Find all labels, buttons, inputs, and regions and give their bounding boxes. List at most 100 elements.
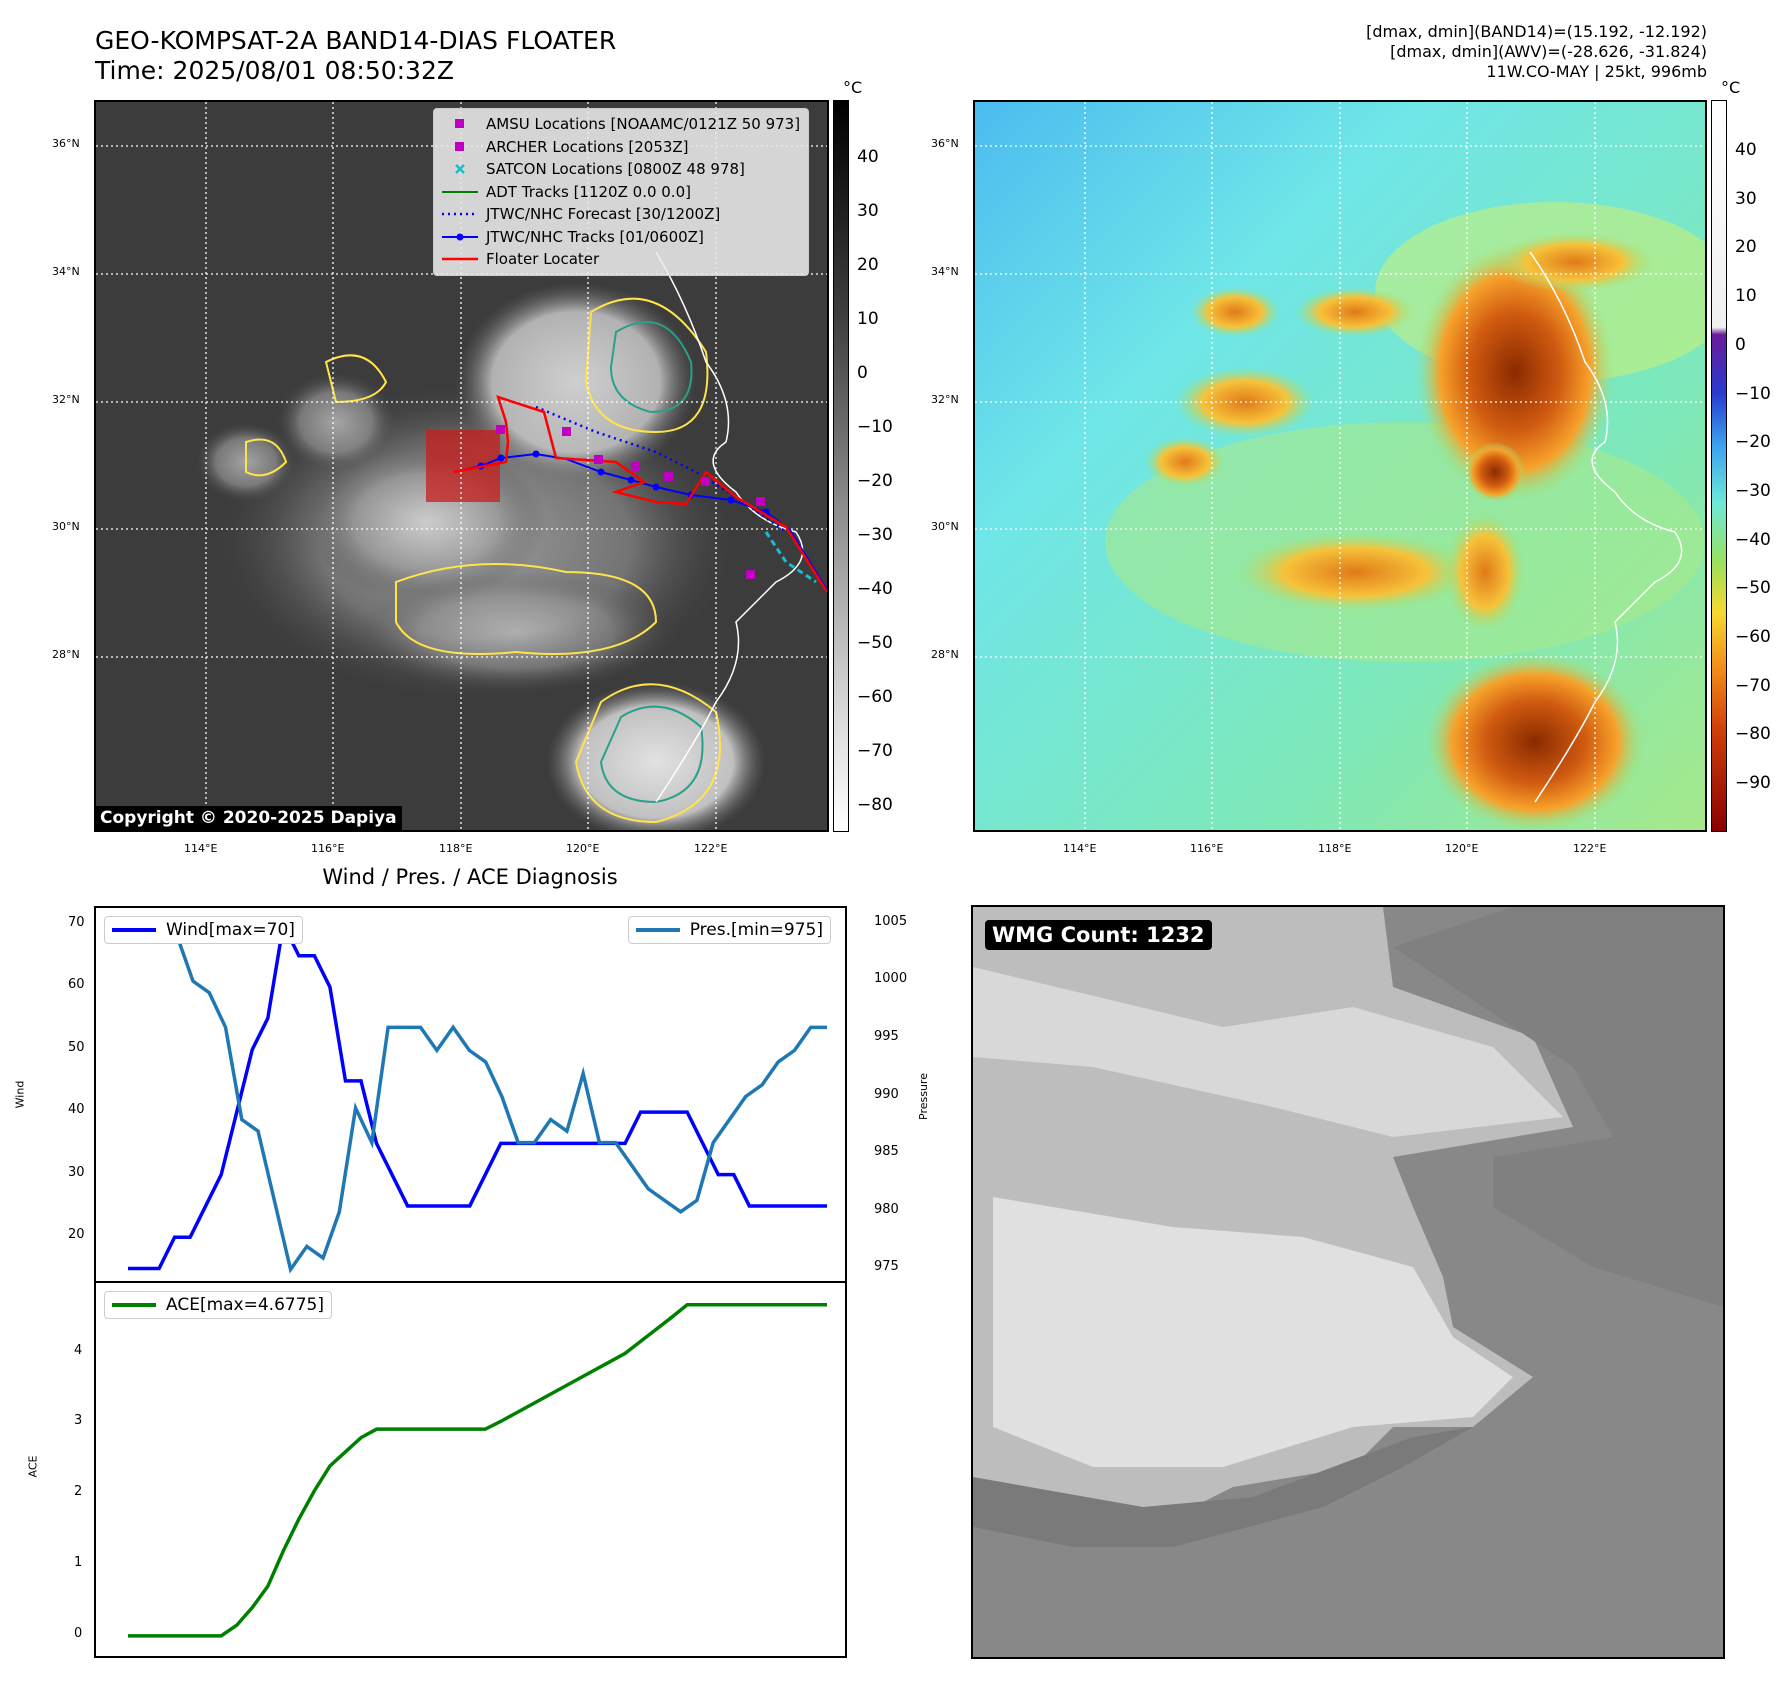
lat-tick-label: 36°N xyxy=(931,137,959,150)
wind-tick-label: 60 xyxy=(68,977,85,993)
lat-tick-label: 30°N xyxy=(52,520,80,533)
lon-tick-label: 118°E xyxy=(1318,842,1352,855)
ace-legend: ACE[max=4.6775] xyxy=(104,1291,332,1319)
ir-colorbar-tick: −50 xyxy=(857,633,893,653)
wind-tick-label: 20 xyxy=(68,1227,85,1243)
ace-tick-label: 2 xyxy=(74,1484,83,1500)
pressure-tick-label: 975 xyxy=(874,1259,899,1275)
ir-colorbar-unit: °C xyxy=(843,78,863,97)
diagnosis-title: Wind / Pres. / ACE Diagnosis xyxy=(322,865,618,889)
line-marker-icon xyxy=(440,182,480,202)
lat-tick-label: 28°N xyxy=(931,648,959,661)
awv-colorbar-tick: −30 xyxy=(1735,480,1771,501)
ir-colorbar-tick: 10 xyxy=(857,309,879,329)
wind-legend-line-icon xyxy=(112,928,156,932)
ir-colorbar xyxy=(833,100,849,832)
pressure-legend-line-icon xyxy=(635,928,680,932)
lon-tick-label: 120°E xyxy=(566,842,600,855)
lat-tick-label: 36°N xyxy=(52,137,80,150)
lon-tick-label: 114°E xyxy=(1063,842,1097,855)
awv-colorbar-tick: −60 xyxy=(1735,627,1771,647)
awv-colorbar-tick: −10 xyxy=(1735,383,1771,404)
line-dot-icon xyxy=(440,227,480,247)
ir-colorbar-tick: 40 xyxy=(857,147,879,167)
wmg-count-label: WMG Count: 1232 xyxy=(985,920,1212,950)
lon-tick-label: 118°E xyxy=(439,842,473,855)
ace-plot: ACE[max=4.6775] xyxy=(94,1281,847,1658)
wind-series-line xyxy=(128,918,827,1271)
ir-colorbar-tick: −60 xyxy=(857,687,893,707)
chart-time: Time: 2025/08/01 08:50:32Z xyxy=(95,56,454,85)
awv-colorbar-tick: 30 xyxy=(1735,188,1757,209)
legend-amsu: AMSU Locations [NOAAMC/0121Z 50 973] xyxy=(440,113,800,136)
ir-colorbar-tick: 30 xyxy=(857,201,879,221)
ace-tick-label: 1 xyxy=(74,1555,83,1571)
lat-tick-label: 28°N xyxy=(52,648,80,661)
awv-colorbar xyxy=(1711,100,1727,832)
awv-colorbar-tick: −20 xyxy=(1735,432,1771,453)
line-marker-icon xyxy=(440,249,480,269)
ir-colorbar-tick: −10 xyxy=(857,417,893,437)
pressure-tick-label: 985 xyxy=(874,1144,899,1160)
lon-tick-label: 114°E xyxy=(184,842,218,855)
legend-floater: Floater Locater xyxy=(440,248,800,271)
wind-axis-label: Wind xyxy=(13,1080,27,1109)
square-marker-icon xyxy=(440,137,480,157)
wind-pressure-plot: Wind[max=70] Pres.[min=975] xyxy=(94,906,847,1283)
awv-colorbar-unit: °C xyxy=(1721,78,1741,97)
chart-title: GEO-KOMPSAT-2A BAND14-DIAS FLOATER xyxy=(95,26,617,55)
lat-tick-label: 32°N xyxy=(931,393,959,406)
legend-archer: ARCHER Locations [2053Z] xyxy=(440,136,800,159)
lon-tick-label: 116°E xyxy=(1190,842,1224,855)
x-marker-icon xyxy=(440,159,480,179)
awv-colorbar-tick: −80 xyxy=(1735,724,1771,745)
ace-legend-line-icon xyxy=(112,1303,156,1307)
awv-colorbar-tick: −40 xyxy=(1735,529,1771,550)
awv-colorbar-tick: 40 xyxy=(1735,140,1757,160)
info-storm: 11W.CO-MAY | 25kt, 996mb xyxy=(1486,62,1707,81)
lat-tick-label: 32°N xyxy=(52,393,80,406)
legend-satcon: SATCON Locations [0800Z 48 978] xyxy=(440,158,800,181)
wind-tick-label: 30 xyxy=(68,1164,85,1180)
pressure-tick-label: 990 xyxy=(874,1086,899,1102)
pressure-tick-label: 1000 xyxy=(874,971,908,987)
ace-svg xyxy=(128,1302,827,1638)
wind-tick-label: 70 xyxy=(68,914,85,930)
ir-legend: AMSU Locations [NOAAMC/0121Z 50 973] ARC… xyxy=(433,108,810,276)
ace-tick-label: 3 xyxy=(74,1413,83,1429)
lat-tick-label: 30°N xyxy=(931,520,959,533)
ir-satellite-panel: AMSU Locations [NOAAMC/0121Z 50 973] ARC… xyxy=(94,100,829,832)
info-awv: [dmax, dmin](AWV)=(-28.626, -31.824) xyxy=(1390,42,1707,61)
ir-colorbar-tick: −80 xyxy=(857,795,893,815)
pressure-tick-label: 1005 xyxy=(874,913,908,929)
wind-tick-label: 50 xyxy=(68,1039,85,1055)
ace-axis-label: ACE xyxy=(26,1455,40,1478)
lon-tick-label: 120°E xyxy=(1445,842,1479,855)
info-band14: [dmax, dmin](BAND14)=(15.192, -12.192) xyxy=(1366,22,1707,41)
pressure-axis-label: Pressure xyxy=(916,1073,930,1120)
ace-series-line xyxy=(128,1302,827,1638)
copyright-label: Copyright © 2020-2025 Dapiya xyxy=(96,806,402,830)
awv-colorbar-tick: 20 xyxy=(1735,237,1757,258)
pressure-series-line xyxy=(128,933,827,1274)
lon-tick-label: 122°E xyxy=(1573,842,1607,855)
ir-colorbar-tick: −40 xyxy=(857,579,893,599)
ir-colorbar-tick: −30 xyxy=(857,525,893,545)
square-marker-icon xyxy=(440,114,480,134)
legend-jtwc-forecast: JTWC/NHC Forecast [30/1200Z] xyxy=(440,203,800,226)
pressure-legend: Pres.[min=975] xyxy=(627,916,831,944)
ace-tick-label: 0 xyxy=(74,1625,83,1641)
ir-colorbar-tick: −20 xyxy=(857,471,893,491)
awv-panel xyxy=(973,100,1707,832)
pressure-tick-label: 980 xyxy=(874,1201,899,1217)
wind-legend: Wind[max=70] xyxy=(104,916,303,944)
dotted-line-icon xyxy=(440,204,480,224)
awv-colorbar-tick: −90 xyxy=(1735,773,1771,794)
legend-jtwc-tracks: JTWC/NHC Tracks [01/0600Z] xyxy=(440,226,800,249)
lon-tick-label: 122°E xyxy=(694,842,728,855)
awv-colorbar-tick: −50 xyxy=(1735,578,1771,599)
ir-colorbar-tick: −70 xyxy=(857,741,893,761)
awv-colorbar-tick: −70 xyxy=(1735,675,1771,696)
awv-image xyxy=(975,102,1705,830)
pressure-tick-label: 995 xyxy=(874,1028,899,1044)
